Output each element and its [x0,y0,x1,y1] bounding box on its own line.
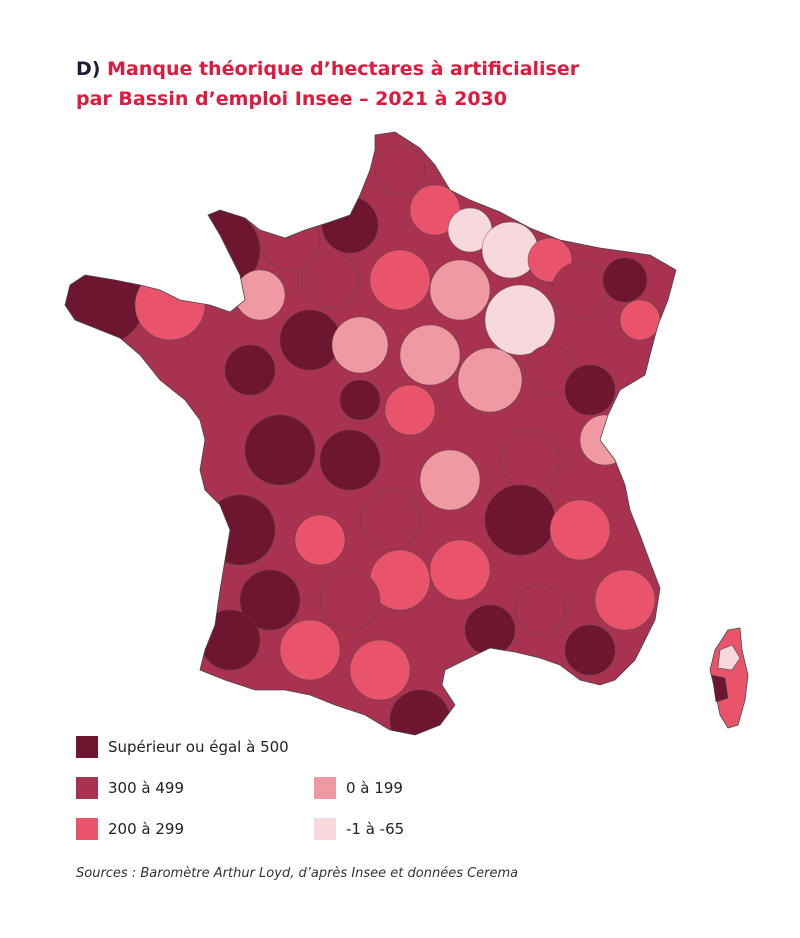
title-line-2: par Bassin d’emploi Insee – 2021 à 2030 [76,88,507,110]
legend-swatch-neg [314,818,336,840]
legend-swatch-ge500 [76,736,98,758]
map-title: D) Manque théorique d’hectares à artific… [76,54,716,114]
mainland-france [64,131,677,736]
france-choropleth-map [64,131,749,736]
title-prefix: D) [76,58,101,80]
legend-swatch-200-299 [76,818,98,840]
source-note: Sources : Baromètre Arthur Loyd, d’après… [76,866,519,881]
legend-label-neg: -1 à -65 [346,820,405,838]
legend-label-ge500: Supérieur ou égal à 500 [108,738,289,756]
legend-item-200-299: 200 à 299 [76,818,184,840]
legend-swatch-0-199 [314,777,336,799]
legend-label-200-299: 200 à 299 [108,820,184,838]
legend-item-0-199: 0 à 199 [314,777,403,799]
title-line-1: Manque théorique d’hectares à artificial… [107,58,580,80]
legend-item-300-499: 300 à 499 [76,777,184,799]
legend-label-300-499: 300 à 499 [108,779,184,797]
legend-item-ge500: Supérieur ou égal à 500 [76,736,289,758]
corsica [709,627,749,729]
legend-label-0-199: 0 à 199 [346,779,403,797]
legend-item-neg: -1 à -65 [314,818,404,840]
legend-swatch-300-499 [76,777,98,799]
